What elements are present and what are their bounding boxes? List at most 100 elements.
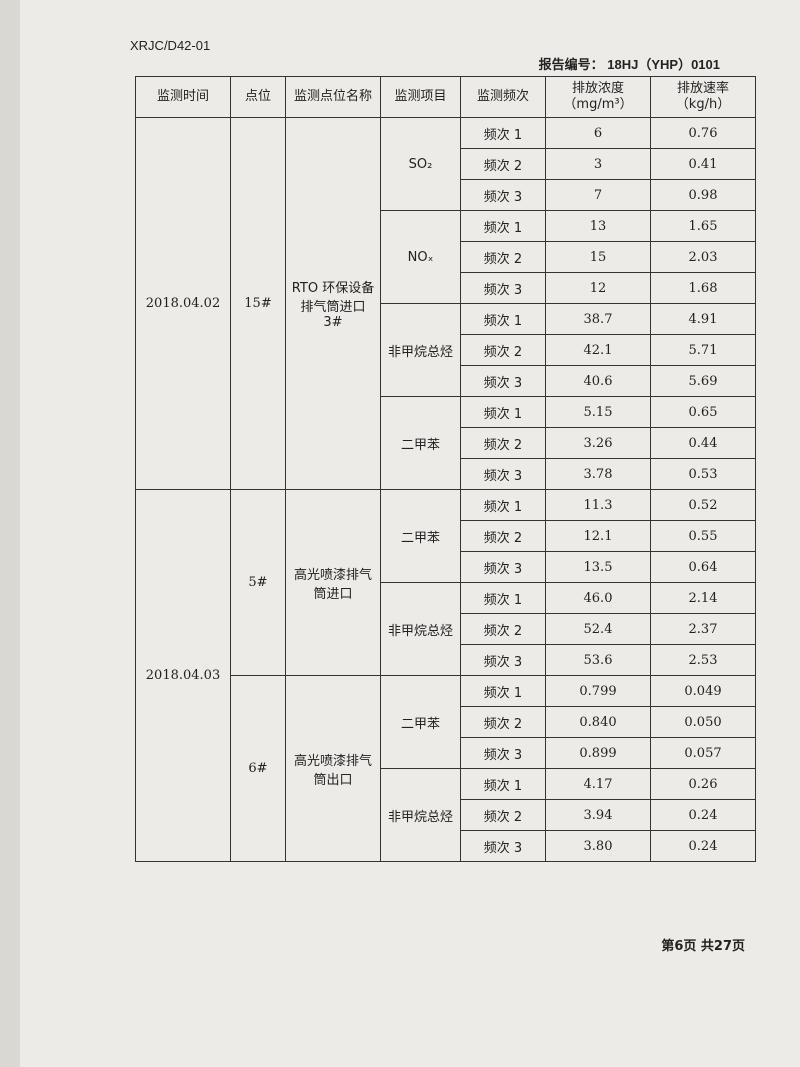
header-row: 监测时间 点位 监测点位名称 监测项目 监测频次 排放浓度 （mg/m³） 排放速率 （kg/h…: [135, 76, 756, 118]
frequency-cell: 频次 3: [460, 551, 546, 583]
item-cell: 二甲苯: [380, 396, 461, 490]
frequency-cell: 频次 3: [460, 179, 546, 211]
frequency-cell: 频次 1: [460, 675, 546, 707]
item-cell: 二甲苯: [380, 489, 461, 583]
table-row: 频次 3 3.80 0.24: [136, 830, 756, 862]
table-row: 频次 3 13.5 0.64: [136, 551, 756, 583]
frequency-cell: 频次 3: [460, 644, 546, 676]
concentration-cell: 46.0: [545, 582, 651, 614]
date-cell: 2018.04.03: [135, 489, 231, 862]
column-header: 点位: [230, 76, 286, 118]
frequency-cell: 频次 3: [460, 272, 546, 304]
column-header-line: 监测时间: [156, 89, 209, 104]
table-row: 频次 2 42.1 5.71: [136, 334, 756, 366]
frequency-cell: 频次 1: [460, 210, 546, 242]
date-cell: 2018.04.02: [135, 117, 231, 490]
concentration-cell: 0.840: [545, 706, 651, 738]
frequency-cell: 频次 2: [460, 799, 546, 831]
item-cell: 非甲烷总烃: [380, 303, 461, 397]
frequency-cell: 频次 2: [460, 520, 546, 552]
rate-cell: 0.41: [650, 148, 756, 180]
report-number-label: 报告编号：: [538, 57, 604, 72]
table-row: 频次 3 53.6 2.53: [136, 644, 756, 676]
rate-cell: 2.03: [650, 241, 756, 273]
column-header-line: 监测点位名称: [293, 89, 372, 104]
point-cell: 5#: [230, 489, 286, 676]
rate-cell: 0.64: [650, 551, 756, 583]
rate-cell: 0.057: [650, 737, 756, 769]
point-name-cell: 高光喷漆排气筒进口: [285, 489, 381, 676]
table-row: 频次 2 12.1 0.55: [136, 520, 756, 552]
frequency-cell: 频次 3: [460, 830, 546, 862]
concentration-cell: 11.3: [545, 489, 651, 521]
concentration-cell: 6: [545, 117, 651, 149]
data-table: 监测时间 点位 监测点位名称 监测项目 监测频次 排放浓度 （mg/m³） 排放速率 （kg/h…: [135, 76, 756, 862]
concentration-cell: 3.94: [545, 799, 651, 831]
frequency-cell: 频次 2: [460, 427, 546, 459]
concentration-cell: 53.6: [545, 644, 651, 676]
column-header: 排放浓度 （mg/m³）: [545, 76, 651, 118]
column-header-line: 点位: [244, 89, 271, 104]
rate-cell: 5.71: [650, 334, 756, 366]
item-cell: 二甲苯: [380, 675, 461, 769]
concentration-cell: 0.899: [545, 737, 651, 769]
concentration-cell: 3.26: [545, 427, 651, 459]
frequency-cell: 频次 2: [460, 334, 546, 366]
concentration-cell: 42.1: [545, 334, 651, 366]
frequency-cell: 频次 3: [460, 458, 546, 490]
rate-cell: 0.53: [650, 458, 756, 490]
concentration-cell: 13: [545, 210, 651, 242]
doc-code: XRJC/D42-01: [130, 38, 211, 53]
concentration-cell: 3.78: [545, 458, 651, 490]
concentration-cell: 38.7: [545, 303, 651, 335]
rate-cell: 2.14: [650, 582, 756, 614]
rate-cell: 2.37: [650, 613, 756, 645]
rate-cell: 0.049: [650, 675, 756, 707]
concentration-cell: 13.5: [545, 551, 651, 583]
rate-cell: 0.24: [650, 830, 756, 862]
rate-cell: 0.76: [650, 117, 756, 149]
concentration-cell: 12.1: [545, 520, 651, 552]
frequency-cell: 频次 1: [460, 396, 546, 428]
rate-cell: 0.44: [650, 427, 756, 459]
frequency-cell: 频次 3: [460, 737, 546, 769]
rate-cell: 1.68: [650, 272, 756, 304]
column-header-line: （mg/m³）: [563, 97, 633, 112]
table-row: 2018.04.03 5# 高光喷漆排气筒进口 二甲苯 频次 1 11.3 0.52: [135, 489, 756, 862]
table-row: 非甲烷总烃 频次 1 38.7 4.91: [136, 303, 756, 397]
item-cell: NOₓ: [380, 210, 461, 304]
column-header-line: 排放浓度: [571, 81, 624, 96]
frequency-cell: 频次 3: [460, 365, 546, 397]
rate-cell: 0.050: [650, 706, 756, 738]
table-row: 频次 3 3.78 0.53: [136, 458, 756, 490]
frequency-cell: 频次 1: [460, 768, 546, 800]
concentration-cell: 7: [545, 179, 651, 211]
point-cell: 6#: [230, 675, 286, 862]
point-cell: 15#: [230, 117, 286, 490]
concentration-cell: 0.799: [545, 675, 651, 707]
rate-cell: 0.24: [650, 799, 756, 831]
concentration-cell: 52.4: [545, 613, 651, 645]
frequency-cell: 频次 1: [460, 303, 546, 335]
table-row: 二甲苯 频次 1 5.15 0.65: [136, 396, 756, 490]
item-cell: 非甲烷总烃: [380, 582, 461, 676]
concentration-cell: 3.80: [545, 830, 651, 862]
concentration-cell: 15: [545, 241, 651, 273]
table-row: 6# 高光喷漆排气筒出口 二甲苯 频次 1 0.799 0.049: [136, 675, 756, 862]
column-header: 监测频次: [460, 76, 546, 118]
rate-cell: 0.98: [650, 179, 756, 211]
frequency-cell: 频次 2: [460, 706, 546, 738]
table-row: NOₓ 频次 1 13 1.65: [136, 210, 756, 304]
rate-cell: 4.91: [650, 303, 756, 335]
report-number: 报告编号： 18HJ（YHP）0101: [539, 54, 720, 73]
column-header: 监测点位名称: [285, 76, 381, 118]
concentration-cell: 4.17: [545, 768, 651, 800]
column-header: 监测项目: [380, 76, 461, 118]
frequency-cell: 频次 1: [460, 582, 546, 614]
frequency-cell: 频次 1: [460, 117, 546, 149]
item-cell: SO₂: [380, 117, 461, 211]
item-cell: 非甲烷总烃: [380, 768, 461, 862]
report-number-value: 18HJ（YHP）0101: [607, 57, 720, 72]
rate-cell: 0.65: [650, 396, 756, 428]
concentration-cell: 12: [545, 272, 651, 304]
